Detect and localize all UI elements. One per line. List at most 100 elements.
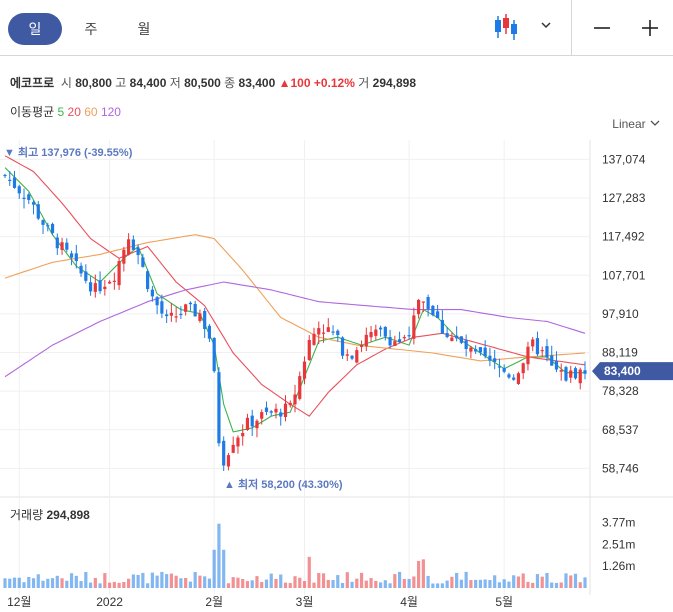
volume-bar xyxy=(526,581,530,588)
moving-average-legend[interactable]: 이동평균 5 20 60 120 xyxy=(10,105,121,119)
volume-bar xyxy=(93,577,97,588)
candle-body xyxy=(8,179,12,181)
candle-body xyxy=(469,347,473,352)
y-tick-label: 97,910 xyxy=(602,307,639,321)
volume-bar xyxy=(393,574,397,588)
candle-body xyxy=(31,202,36,205)
volume-bar xyxy=(274,578,278,588)
candle-body xyxy=(212,337,216,372)
volume-bar xyxy=(174,575,178,588)
y-tick-label: 117,492 xyxy=(602,230,645,244)
volume-tick-label: 1.26m xyxy=(602,559,635,573)
candle-body xyxy=(93,283,97,292)
volume-bar xyxy=(198,575,202,588)
volume-bar xyxy=(340,582,345,588)
volume-bar xyxy=(564,573,568,588)
candle-body xyxy=(165,314,169,317)
volume-bar xyxy=(554,582,559,588)
candle-body xyxy=(559,370,563,372)
volume-bar xyxy=(417,560,421,588)
candle-body xyxy=(573,368,578,379)
chevron-down-icon xyxy=(650,120,660,126)
candle-body xyxy=(440,320,444,334)
chart-toolbar: 일 주 월 xyxy=(0,0,673,56)
tab-month[interactable]: 월 xyxy=(137,21,151,37)
volume-bar xyxy=(255,576,259,588)
x-tick-label: 12월 xyxy=(7,595,31,609)
volume-bar xyxy=(22,582,26,588)
max-price-label: ▼ 최고 137,976 (-39.55%) xyxy=(4,145,133,159)
volume-bar xyxy=(79,581,83,588)
volume-bar xyxy=(336,575,340,588)
volume-bar xyxy=(27,576,31,588)
y-tick-label: 127,283 xyxy=(602,191,646,205)
zoom-in-button[interactable] xyxy=(635,13,665,43)
candle-body xyxy=(103,286,107,290)
volume-bar xyxy=(17,577,21,588)
candle-body xyxy=(112,280,116,282)
zoom-out-button[interactable] xyxy=(587,13,617,43)
candle-body xyxy=(417,299,421,315)
chart-type-selector[interactable] xyxy=(490,10,562,44)
candle-body xyxy=(516,373,521,384)
chevron-down-icon xyxy=(541,22,551,29)
candle-body xyxy=(317,328,321,335)
volume-bar xyxy=(450,576,454,588)
volume-bar xyxy=(488,580,492,588)
candle-body xyxy=(535,338,540,355)
volume-bar xyxy=(236,577,240,588)
candle-body xyxy=(450,337,454,342)
volume-bar xyxy=(179,578,183,588)
candle-body xyxy=(217,372,221,444)
volume-bar xyxy=(98,583,102,588)
volume-bar xyxy=(345,572,349,588)
ma120-line xyxy=(4,281,586,378)
ma20-label: 20 xyxy=(67,105,81,119)
candle-body xyxy=(193,303,197,317)
candle-body xyxy=(374,329,378,336)
volume-bar xyxy=(84,572,88,588)
current-price-tag xyxy=(592,362,673,381)
candle-body xyxy=(407,335,411,337)
candlestick-icon xyxy=(495,14,551,40)
candle-body xyxy=(60,242,64,250)
volume-bar xyxy=(378,582,383,588)
candle-body xyxy=(155,297,159,306)
candle-body xyxy=(321,332,326,334)
tab-day[interactable]: 일 xyxy=(8,13,62,45)
candle-body xyxy=(231,444,235,453)
candle-body xyxy=(136,247,140,256)
volume-bar xyxy=(65,580,69,588)
volume-bar xyxy=(260,582,264,588)
candle-body xyxy=(188,302,193,305)
volume-bar xyxy=(483,579,487,588)
candle-body xyxy=(355,350,359,363)
open-price: 80,800 xyxy=(75,76,112,90)
scale-mode-dropdown[interactable]: Linear xyxy=(612,117,661,131)
volume-bar xyxy=(3,578,7,588)
candle-body xyxy=(350,355,354,359)
x-tick-label: 2월 xyxy=(205,595,223,609)
candle-body xyxy=(50,223,55,234)
volume-bar xyxy=(436,583,440,588)
volume-bar xyxy=(169,573,173,588)
volume-bar xyxy=(250,580,254,588)
volume-bar xyxy=(302,581,307,588)
candle-body xyxy=(264,407,269,412)
tab-week[interactable]: 주 xyxy=(84,21,98,37)
ma5-line xyxy=(4,167,585,433)
candle-body xyxy=(412,315,416,339)
candle-body xyxy=(359,345,364,347)
candle-body xyxy=(326,327,330,332)
volume-bar xyxy=(569,575,573,588)
candle-body xyxy=(74,253,78,262)
candle-body xyxy=(122,249,126,264)
candle-body xyxy=(203,310,207,330)
volume-bar xyxy=(184,577,188,588)
candle-body xyxy=(569,370,573,378)
volume-bar xyxy=(293,576,297,588)
volume-bar xyxy=(474,579,478,588)
volume-bar xyxy=(559,582,563,588)
volume-bar xyxy=(269,573,273,588)
